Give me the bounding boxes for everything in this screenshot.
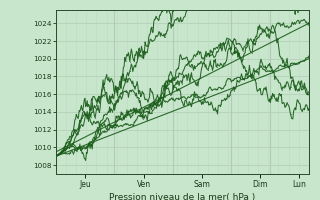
X-axis label: Pression niveau de la mer( hPa ): Pression niveau de la mer( hPa ) (109, 193, 256, 200)
